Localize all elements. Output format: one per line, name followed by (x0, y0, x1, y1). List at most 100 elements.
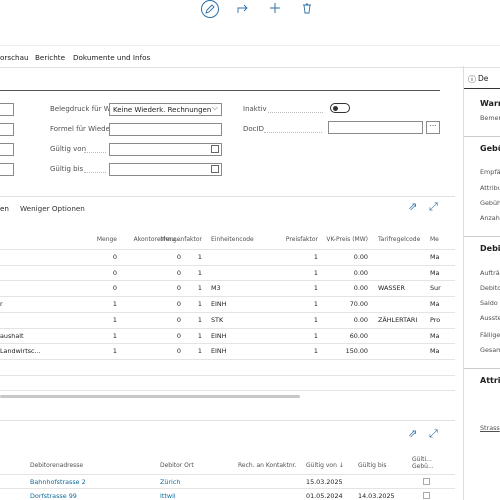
column-header: Gültig bis (358, 462, 387, 469)
cell: 15.03.2025 (306, 478, 343, 486)
field-label: Bemer (480, 114, 500, 122)
new-button[interactable] (270, 3, 280, 13)
column-header: Me (430, 236, 439, 243)
cell: 1 (313, 347, 318, 356)
field-label: Gültig von (50, 145, 87, 153)
row-line (0, 264, 455, 266)
field-label: Gültig bis (50, 165, 84, 173)
column-header: Gültig von ↓ (306, 462, 344, 469)
divider (0, 90, 440, 91)
toggle-options[interactable]: Weniger Optionen (20, 204, 85, 213)
menu-item[interactable]: orschau (0, 53, 29, 62)
cell: STK (211, 315, 224, 324)
divider (0, 196, 455, 197)
cell[interactable]: Ittwil (160, 492, 176, 500)
calendar-icon (211, 145, 219, 153)
input[interactable] (109, 143, 222, 156)
cell: 0 (112, 253, 117, 261)
cell: Ma (430, 253, 440, 261)
row-line (0, 311, 455, 313)
calendar-icon (211, 165, 219, 173)
open-icon[interactable]: ⤢ (429, 200, 438, 213)
leader (84, 152, 106, 153)
menu-item[interactable]: Dokumente und Infos (73, 53, 151, 62)
section-title: Gebü (480, 144, 500, 153)
cell: 1 (197, 347, 202, 356)
cell[interactable]: Zürich (160, 478, 181, 486)
panel-tab[interactable]: De (478, 74, 489, 83)
checkbox[interactable] (423, 492, 430, 499)
field-label: Saldo ( (480, 299, 500, 307)
column-header: VK-Preis (MW) (326, 236, 368, 243)
cell: 60.00 (349, 331, 368, 340)
left-input (0, 143, 14, 156)
field-label: Ausste (480, 314, 500, 322)
cell: 1 (197, 300, 202, 309)
section-title: Warr (480, 99, 500, 108)
row-line (0, 296, 455, 298)
cell: 150.00 (345, 347, 368, 356)
left-input (0, 103, 14, 116)
cell: EINH (211, 347, 227, 356)
field-label: Empfä (480, 168, 500, 176)
cell[interactable]: Dorfstrasse 99 (30, 492, 77, 500)
cell: 0 (176, 331, 181, 340)
divider (0, 67, 500, 68)
dropdown[interactable]: Keine Wiederk. Rechnungen ⌵ (109, 103, 222, 116)
cell: EINH (211, 331, 227, 340)
cell: 0.00 (353, 284, 368, 293)
leader (84, 172, 106, 173)
share-button[interactable] (237, 4, 248, 13)
cell: Sur (430, 284, 441, 293)
cell: 14.03.2025 (358, 492, 395, 500)
column-header: Gülti... Gebü... (412, 456, 434, 470)
section-title: Debit (480, 244, 500, 253)
cell: Ma (430, 268, 440, 277)
cell: 0 (112, 268, 117, 277)
cell: 1 (313, 268, 318, 277)
cell: 0.00 (353, 253, 368, 261)
input[interactable] (328, 121, 423, 134)
menu-item[interactable]: Berichte (35, 53, 66, 62)
cell[interactable]: Bahnhofstrasse 2 (30, 478, 86, 486)
input[interactable] (109, 123, 222, 136)
field-label: Aufträ (480, 269, 500, 277)
column-header: Einheitencode (211, 236, 254, 243)
cell: 1 (313, 284, 318, 293)
edit-button[interactable] (201, 0, 219, 18)
input[interactable] (109, 163, 222, 176)
field-label[interactable]: Strass (480, 424, 500, 432)
cell: 0.00 (353, 268, 368, 277)
column-header: Akontorechnu... (133, 236, 181, 243)
lookup-button[interactable]: ··· (426, 121, 440, 134)
cell: 1 (112, 347, 117, 356)
cell: 1 (313, 300, 318, 309)
toggle[interactable] (330, 103, 350, 113)
cell: 01.05.2024 (306, 492, 343, 500)
share-icon[interactable]: ⇗ (408, 427, 418, 440)
factbox-panel: ⓘDe Warr Bemer Gebü Empfä Attribu Gebüh Anzahl D… (463, 66, 500, 500)
row-line (0, 327, 455, 329)
cell: 0.00 (353, 315, 368, 324)
cell: 0 (176, 347, 181, 356)
row-line (0, 343, 455, 345)
column-header: Rech. an Kontaktnr. (238, 462, 297, 469)
knob (333, 105, 338, 111)
column-header: Mengenfaktor (160, 236, 202, 243)
tab-underline (464, 88, 500, 89)
cell: 0 (112, 284, 117, 293)
cell: 1 (197, 331, 202, 340)
field-label: Anzahl (480, 214, 500, 222)
checkbox[interactable] (423, 478, 430, 485)
share-icon[interactable]: ⇗ (408, 200, 418, 213)
cell: Landwirtsc... (0, 347, 41, 356)
field-label: Gesam (480, 346, 500, 354)
delete-button[interactable] (303, 3, 311, 14)
cell: Ma (430, 300, 440, 309)
row-line (0, 374, 455, 376)
cell: EINH (211, 300, 227, 309)
section-line (464, 236, 500, 237)
left-input (0, 163, 14, 176)
open-icon[interactable]: ⤢ (429, 427, 438, 440)
field-label: Debito (480, 284, 500, 292)
